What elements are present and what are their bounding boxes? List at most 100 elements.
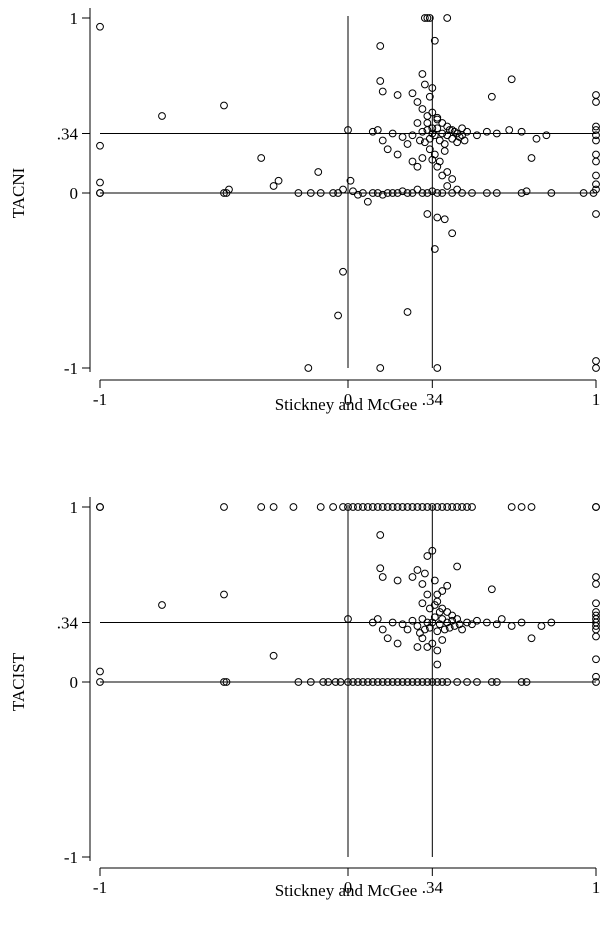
data-point xyxy=(419,155,426,162)
data-point xyxy=(379,626,386,633)
data-point xyxy=(593,600,600,607)
data-point xyxy=(459,125,466,132)
data-point xyxy=(444,582,451,589)
data-point xyxy=(97,179,104,186)
y-tick-label: -1 xyxy=(64,359,78,378)
data-point xyxy=(419,71,426,78)
data-point xyxy=(543,132,550,139)
data-point xyxy=(419,600,426,607)
y-tick-label: 1 xyxy=(70,9,79,28)
data-point xyxy=(444,15,451,22)
y-tick-label: -1 xyxy=(64,848,78,867)
data-point xyxy=(441,216,448,223)
data-point xyxy=(593,633,600,640)
data-point xyxy=(377,365,384,372)
data-point xyxy=(439,637,446,644)
data-point xyxy=(384,635,391,642)
data-point xyxy=(414,567,421,574)
data-point xyxy=(593,581,600,588)
data-point xyxy=(593,181,600,188)
data-point xyxy=(315,169,322,176)
data-point xyxy=(340,268,347,275)
data-point xyxy=(404,141,411,148)
data-point xyxy=(434,214,441,221)
data-point xyxy=(449,230,456,237)
data-point xyxy=(593,99,600,106)
data-point xyxy=(97,142,104,149)
data-point xyxy=(593,574,600,581)
x-tick-label: 1 xyxy=(592,878,601,897)
data-point xyxy=(424,591,431,598)
data-point xyxy=(340,186,347,193)
data-point xyxy=(394,640,401,647)
data-point xyxy=(449,135,456,142)
data-point xyxy=(159,602,166,609)
y-tick-label: 0 xyxy=(70,673,79,692)
data-point xyxy=(414,623,421,630)
data-point xyxy=(434,628,441,635)
data-point xyxy=(275,177,282,184)
data-point xyxy=(439,172,446,179)
x-tick-label: .34 xyxy=(422,878,444,897)
data-point xyxy=(518,128,525,135)
data-point xyxy=(399,134,406,141)
data-point xyxy=(424,113,431,120)
data-point xyxy=(508,504,515,511)
data-point xyxy=(508,76,515,83)
data-point xyxy=(593,365,600,372)
data-point xyxy=(498,616,505,623)
data-point xyxy=(384,146,391,153)
data-point xyxy=(593,358,600,365)
data-point xyxy=(414,186,421,193)
data-point xyxy=(593,158,600,165)
data-point xyxy=(528,635,535,642)
data-point xyxy=(379,574,386,581)
data-point xyxy=(506,127,513,134)
data-point xyxy=(533,135,540,142)
x-tick-label: 1 xyxy=(592,390,601,409)
data-point xyxy=(414,120,421,127)
data-point xyxy=(305,365,312,372)
data-point xyxy=(528,155,535,162)
data-point xyxy=(409,132,416,139)
data-point xyxy=(593,172,600,179)
x-axis-label: Stickney and McGee xyxy=(275,881,418,900)
data-point xyxy=(424,644,431,651)
y-axis-label: TACNI xyxy=(9,167,28,218)
x-tick-label: .34 xyxy=(422,390,444,409)
data-point xyxy=(377,43,384,50)
data-point xyxy=(379,88,386,95)
data-point xyxy=(444,183,451,190)
data-point xyxy=(377,565,384,572)
data-point xyxy=(409,574,416,581)
y-tick-label: .34 xyxy=(57,125,79,144)
data-point xyxy=(508,623,515,630)
data-point xyxy=(424,211,431,218)
data-point xyxy=(436,137,443,144)
data-point xyxy=(394,577,401,584)
data-point xyxy=(374,616,381,623)
data-point xyxy=(518,504,525,511)
y-tick-label: .34 xyxy=(57,614,79,633)
data-point xyxy=(330,504,337,511)
data-point xyxy=(290,504,297,511)
data-point xyxy=(444,169,451,176)
data-point xyxy=(258,504,265,511)
data-point xyxy=(593,92,600,99)
data-point xyxy=(364,198,371,205)
data-point xyxy=(97,504,104,511)
data-point xyxy=(350,188,357,195)
data-point xyxy=(414,644,421,651)
data-point xyxy=(434,365,441,372)
data-point xyxy=(221,591,228,598)
data-point xyxy=(377,532,384,539)
data-point xyxy=(593,504,600,511)
data-point xyxy=(483,128,490,135)
scatter-chart-1: -1 0 .34 1 -1 0 .34 1 Stickney and McGee TACNI xyxy=(9,8,600,414)
data-point xyxy=(221,102,228,109)
data-point xyxy=(377,78,384,85)
data-point xyxy=(394,92,401,99)
data-point xyxy=(441,141,448,148)
data-point xyxy=(409,158,416,165)
